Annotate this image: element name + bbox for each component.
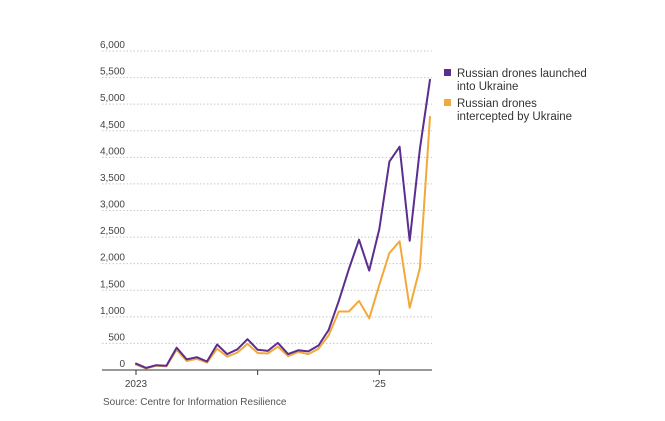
- y-tick-label: 2,500: [100, 226, 125, 237]
- y-tick-label: 4,500: [100, 120, 125, 131]
- y-tick-label: 5,000: [100, 93, 125, 104]
- x-tick-label: 2023: [125, 379, 148, 390]
- y-tick-label: 1,000: [100, 306, 125, 317]
- legend-label: Russian drones: [457, 98, 537, 110]
- y-tick-label: 6,000: [100, 40, 125, 51]
- series-line-intercepted: [135, 115, 431, 370]
- y-tick-label: 1,500: [100, 279, 125, 290]
- series-line-launched: [135, 78, 431, 369]
- y-axis-ticks: 0 500 1,000 1,500 2,000 2,500 3,000 3,500 4,000 4…: [100, 40, 125, 370]
- y-tick-label: 5,500: [100, 67, 125, 78]
- legend-swatch: [444, 99, 451, 106]
- y-tick-label: 4,000: [100, 146, 125, 157]
- y-tick-label: 3,000: [100, 200, 125, 211]
- y-tick-label: 0: [119, 359, 125, 370]
- y-tick-label: 3,500: [100, 173, 125, 184]
- gridlines: [102, 50, 432, 344]
- legend-label: into Ukraine: [457, 81, 518, 93]
- legend-label: intercepted by Ukraine: [457, 111, 572, 123]
- legend-label: Russian drones launched: [457, 68, 587, 80]
- x-tick-label: '25: [373, 379, 386, 390]
- x-axis: 2023 '25: [102, 369, 432, 390]
- series-lines: [135, 78, 431, 370]
- y-tick-label: 2,000: [100, 253, 125, 264]
- y-tick-label: 500: [108, 332, 125, 343]
- source-note: Source: Centre for Information Resilienc…: [103, 397, 287, 408]
- legend-swatch: [444, 69, 451, 76]
